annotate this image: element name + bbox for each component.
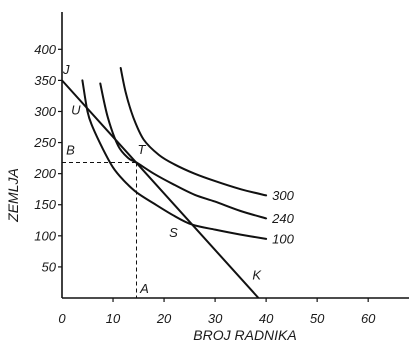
isocost-line-group (61, 79, 260, 299)
y-tick-label: 300 (34, 104, 56, 119)
isoquant-100 (81, 79, 268, 240)
point-label-S: S (169, 225, 178, 240)
series-label-300: 300 (272, 188, 294, 203)
x-tick-label: 40 (259, 311, 274, 326)
tick-labels: 0 10 20 30 40 50 60 50 100 150 200 250 300 350 400 (33, 42, 376, 326)
y-tick-label: 350 (34, 73, 56, 88)
axes (61, 12, 409, 299)
y-tick-label: 100 (34, 228, 56, 243)
point-label-U: U (71, 103, 81, 118)
series-label-240: 240 (271, 211, 294, 226)
x-axis-title: BROJ RADNIKA (193, 327, 296, 343)
x-tick-label: 0 (58, 311, 66, 326)
point-label-J: J (62, 62, 70, 77)
isoquant-300 (119, 67, 268, 197)
y-axis-title: ZEMLJA (5, 168, 21, 223)
y-tick-label: 50 (42, 259, 57, 274)
y-tick-label: 150 (34, 197, 56, 212)
isocost-line (61, 79, 260, 299)
y-tick-label: 400 (34, 42, 56, 57)
x-tick-label: 10 (106, 311, 121, 326)
dashed-guides (62, 161, 138, 298)
x-tick-label: 30 (208, 311, 223, 326)
x-tick-label: 50 (310, 311, 325, 326)
point-label-T: T (138, 142, 147, 157)
y-tick-label: 200 (33, 166, 56, 181)
y-tick-label: 250 (33, 135, 56, 150)
series-label-100: 100 (272, 231, 294, 246)
point-label-B: B (66, 142, 75, 157)
point-label-A: A (139, 281, 149, 296)
x-tick-label: 20 (156, 311, 172, 326)
point-labels: J U B T S K A (62, 62, 262, 296)
x-tick-label: 60 (361, 311, 376, 326)
point-label-K: K (252, 267, 262, 282)
